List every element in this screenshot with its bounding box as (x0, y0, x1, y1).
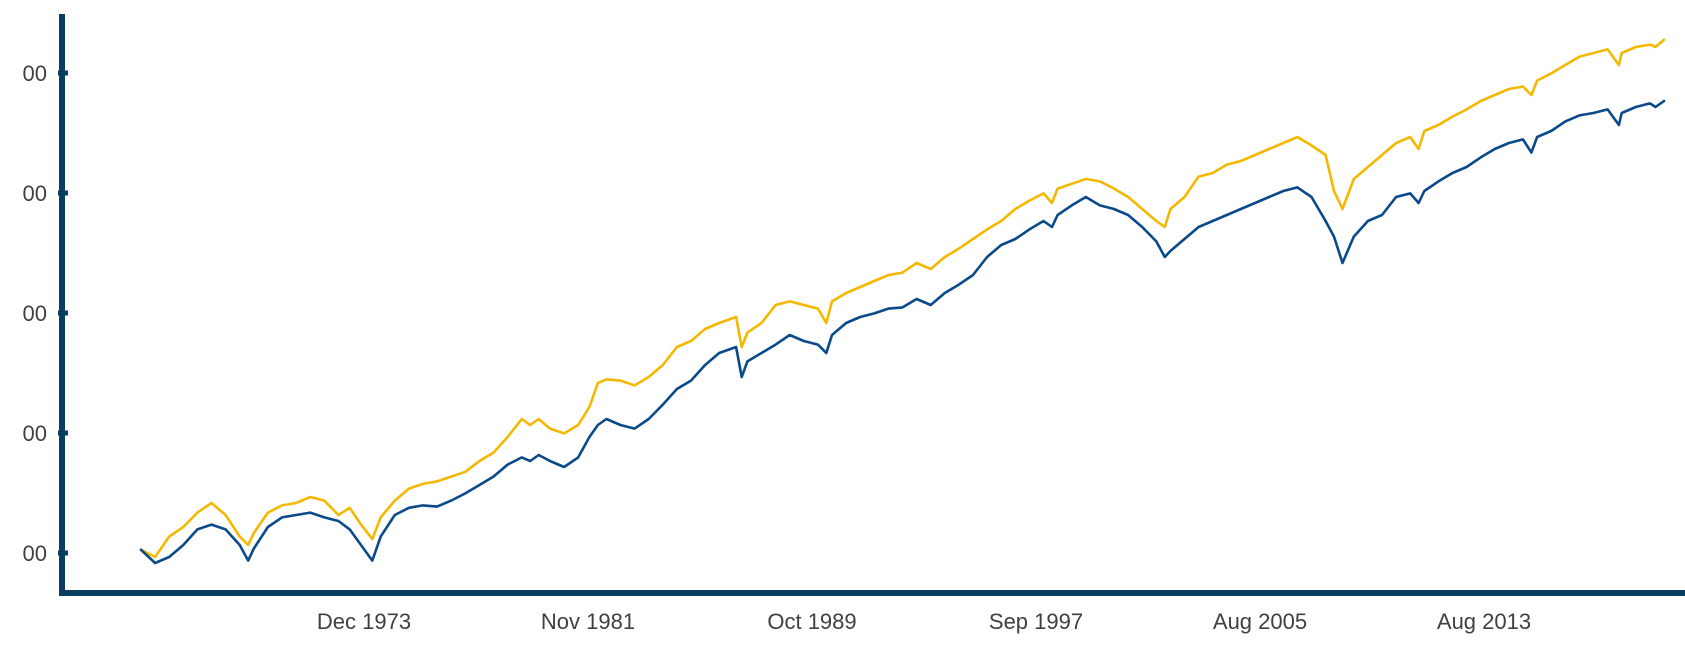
x-tick-label: Dec 1973 (317, 609, 411, 634)
x-tick-label: Aug 2005 (1213, 609, 1307, 634)
y-tick-label: 00 (23, 541, 47, 566)
x-tick-label: Oct 1989 (767, 609, 856, 634)
x-tick-label: Sep 1997 (989, 609, 1083, 634)
series-line-2 (139, 99, 1666, 565)
y-tick-label: 00 (23, 61, 47, 86)
y-tick-label: 00 (23, 421, 47, 446)
x-axis-ticks: Dec 1973 Nov 1981 Oct 1989 Sep 1997 Aug 2005… (317, 609, 1531, 634)
x-tick-label: Aug 2013 (1437, 609, 1531, 634)
y-tick-label: 00 (23, 181, 47, 206)
y-tick-label: 00 (23, 301, 47, 326)
series-line-1 (139, 38, 1666, 559)
x-tick-label: Nov 1981 (541, 609, 635, 634)
series-layer (139, 38, 1666, 565)
